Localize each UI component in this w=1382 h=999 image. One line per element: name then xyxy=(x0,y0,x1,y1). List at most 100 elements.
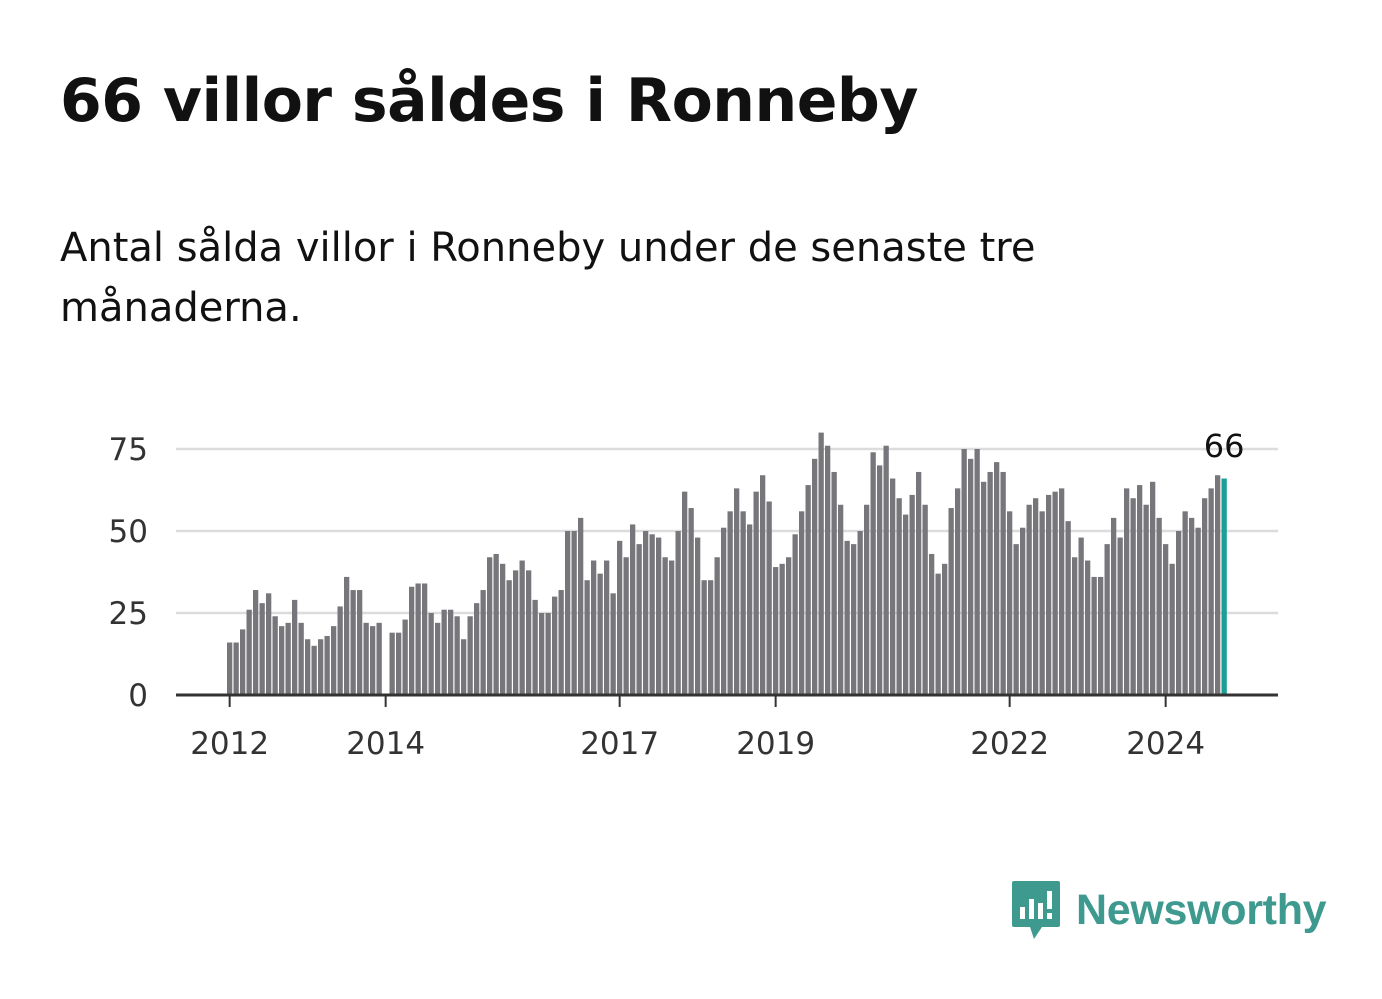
bar xyxy=(1117,537,1123,695)
bar xyxy=(864,504,870,695)
bar xyxy=(662,557,668,695)
bar xyxy=(1208,488,1214,695)
bar xyxy=(929,553,935,695)
bar xyxy=(1189,517,1195,695)
bar xyxy=(370,626,376,695)
x-tick-label: 2012 xyxy=(190,726,269,762)
bar xyxy=(487,557,493,695)
bar xyxy=(968,458,974,695)
y-tick-label: 75 xyxy=(109,432,148,468)
bar xyxy=(389,632,395,695)
bar xyxy=(916,471,922,695)
bar xyxy=(831,471,837,695)
y-tick-label: 50 xyxy=(109,514,148,550)
bar xyxy=(279,626,285,695)
bar xyxy=(1150,481,1156,695)
bar xyxy=(630,524,636,695)
bar xyxy=(428,613,434,695)
bar xyxy=(786,557,792,695)
bar-chart: 0 25 50 75 2012 2014 2017 2019 2022 2024 66 xyxy=(109,427,1278,762)
bar xyxy=(1020,527,1026,695)
bar xyxy=(610,593,616,695)
bar xyxy=(454,616,460,695)
bar xyxy=(1052,491,1058,695)
chart-subtitle: Antal sålda villor i Ronneby under de se… xyxy=(60,225,1036,331)
bar xyxy=(1130,498,1136,695)
bar xyxy=(1072,557,1078,695)
bar xyxy=(1007,511,1013,695)
bar xyxy=(285,622,291,695)
bar xyxy=(649,534,655,695)
bar-highlight xyxy=(1221,478,1227,695)
bar xyxy=(1169,563,1175,695)
bar xyxy=(578,517,584,695)
bar xyxy=(493,553,499,695)
bar xyxy=(825,445,831,695)
bar xyxy=(298,622,304,695)
bar xyxy=(617,540,623,695)
bar xyxy=(948,508,954,695)
bar xyxy=(961,449,967,695)
bar xyxy=(857,531,863,695)
bar xyxy=(701,580,707,695)
x-tick-label: 2022 xyxy=(970,726,1049,762)
bar xyxy=(877,465,883,695)
bar xyxy=(747,524,753,695)
bar xyxy=(396,632,402,695)
brand-name: Newsworthy xyxy=(1076,885,1327,934)
bar xyxy=(682,491,688,695)
bar xyxy=(448,609,454,695)
bar xyxy=(1026,504,1032,695)
bar xyxy=(246,609,252,695)
bar xyxy=(324,635,330,695)
bar xyxy=(467,616,473,695)
bar xyxy=(344,576,350,695)
y-tick-label: 0 xyxy=(128,678,148,714)
bar xyxy=(1143,504,1149,695)
bar xyxy=(480,590,486,695)
bar xyxy=(1111,517,1117,695)
bar xyxy=(779,563,785,695)
bar xyxy=(851,544,857,695)
bar xyxy=(500,563,506,695)
bar xyxy=(253,590,259,695)
bar xyxy=(435,622,441,695)
bar xyxy=(506,580,512,695)
bar xyxy=(675,531,681,695)
bar xyxy=(272,616,278,695)
bar xyxy=(883,445,889,695)
bar xyxy=(1202,498,1208,695)
bar xyxy=(1137,485,1143,695)
bar xyxy=(519,560,525,695)
bar xyxy=(740,511,746,695)
bar xyxy=(805,485,811,695)
bar xyxy=(331,626,337,695)
bar xyxy=(812,458,818,695)
bar xyxy=(513,570,519,695)
x-tick-label: 2017 xyxy=(580,726,659,762)
bar xyxy=(337,606,343,695)
newsworthy-logo-icon xyxy=(1012,881,1060,939)
bar xyxy=(526,570,532,695)
bar xyxy=(714,557,720,695)
bar xyxy=(844,540,850,695)
bar xyxy=(623,557,629,695)
x-tick-label: 2024 xyxy=(1126,726,1205,762)
bar xyxy=(688,508,694,695)
newsworthy-logo[interactable]: Newsworthy xyxy=(1010,878,1327,942)
bar xyxy=(552,596,558,695)
bar xyxy=(350,590,356,695)
bar xyxy=(1176,531,1182,695)
bar xyxy=(669,560,675,695)
bar xyxy=(922,504,928,695)
bar xyxy=(545,613,551,695)
bar xyxy=(1182,511,1188,695)
bar xyxy=(402,619,408,695)
bar xyxy=(1013,544,1019,695)
bar xyxy=(571,531,577,695)
bar xyxy=(1156,517,1162,695)
bar xyxy=(890,478,896,695)
bar xyxy=(773,567,779,695)
bar xyxy=(838,504,844,695)
bar xyxy=(318,639,324,695)
